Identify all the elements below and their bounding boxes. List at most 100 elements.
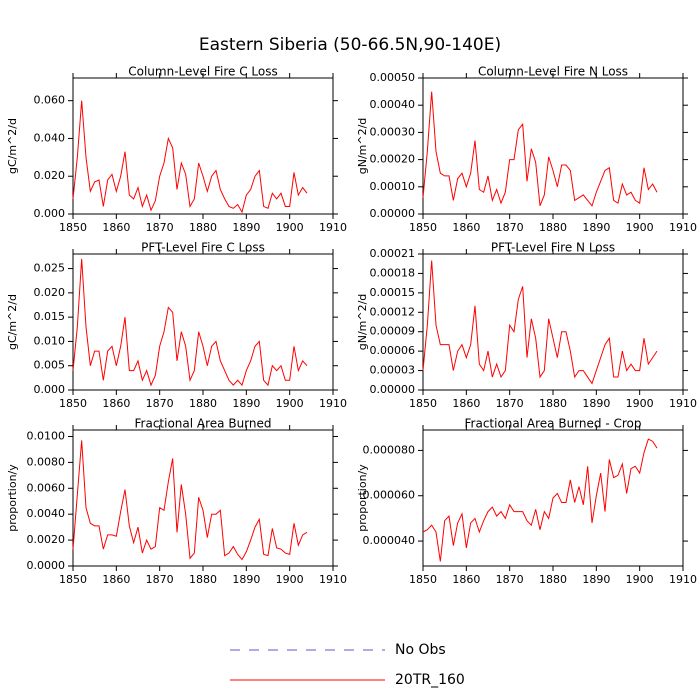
x-tick-label: 1890 [232,221,260,234]
y-tick-label: 0.040 [34,131,66,144]
legend-label: No Obs [395,642,446,658]
x-tick-label: 1880 [189,573,217,586]
y-tick-label: 0.00030 [370,125,416,138]
x-tick-label: 1860 [102,573,130,586]
x-tick-label: 1880 [189,397,217,410]
y-tick-label: 0.000060 [363,489,416,502]
x-tick-label: 1900 [276,397,304,410]
panel-title: PFT-Level Fire C Loss [141,241,265,255]
y-tick-label: 0.015 [34,310,66,323]
x-tick-label: 1900 [626,221,654,234]
y-tick-label: 0.020 [34,286,66,299]
plot-frame [422,77,684,215]
legend-label: 20TR_160 [395,672,465,688]
y-tick-label: 0.0060 [27,481,66,494]
x-tick-label: 1900 [276,573,304,586]
plot-frame [72,253,334,391]
y-axis-label: gC/m^2/d [6,294,19,350]
y-tick-label: 0.060 [34,94,66,107]
data-line [72,258,308,387]
x-tick-label: 1890 [232,397,260,410]
panel-title: Fractional Area Burned - Crop [465,417,642,431]
x-tick-label: 1870 [496,397,524,410]
x-tick-label: 1910 [319,397,347,410]
x-tick-label: 1870 [146,397,174,410]
x-tick-label: 1900 [626,573,654,586]
x-tick-label: 1890 [582,573,610,586]
y-tick-label: 0.0000 [27,559,66,572]
x-tick-label: 1870 [496,573,524,586]
x-tick-label: 1860 [452,573,480,586]
y-tick-label: 0.00000 [370,207,416,220]
x-tick-label: 1870 [146,573,174,586]
y-axis-label: gN/m^2/d [356,118,369,175]
x-tick-label: 1890 [232,573,260,586]
x-tick-label: 1910 [669,573,697,586]
y-axis-label: proportion/y [6,464,19,532]
y-tick-label: 0.005 [34,359,66,372]
x-tick-label: 1860 [452,397,480,410]
x-tick-label: 1850 [409,397,437,410]
y-tick-label: 0.00012 [370,305,416,318]
y-tick-label: 0.00020 [370,153,416,166]
x-tick-label: 1900 [626,397,654,410]
data-line [422,260,658,385]
x-tick-label: 1880 [189,221,217,234]
data-line [422,91,658,207]
y-tick-label: 0.00040 [370,98,416,111]
y-tick-label: 0.025 [34,262,66,275]
x-tick-label: 1910 [669,397,697,410]
y-tick-label: 0.000040 [363,534,416,547]
x-tick-label: 1860 [452,221,480,234]
y-axis-label: gN/m^2/d [356,294,369,351]
x-tick-label: 1900 [276,221,304,234]
y-tick-label: 0.0080 [27,455,66,468]
y-axis-label: proportion/y [356,464,369,532]
x-tick-label: 1870 [496,221,524,234]
x-tick-label: 1880 [539,573,567,586]
x-tick-label: 1910 [319,573,347,586]
y-axis-label: gC/m^2/d [6,118,19,174]
x-tick-label: 1910 [319,221,347,234]
y-tick-label: 0.00006 [370,344,416,357]
y-tick-label: 0.00010 [370,180,416,193]
y-tick-label: 0.00018 [370,266,416,279]
y-tick-label: 0.0040 [27,507,66,520]
y-tick-label: 0.000080 [363,443,416,456]
y-tick-label: 0.0100 [27,429,66,442]
y-tick-label: 0.0020 [27,533,66,546]
y-tick-label: 0.00015 [370,286,416,299]
plot-frame [422,253,684,391]
panel-title: Column-Level Fire N Loss [478,65,628,79]
y-tick-label: 0.00009 [370,325,416,338]
y-tick-label: 0.000 [34,207,66,220]
x-tick-label: 1850 [59,573,87,586]
y-tick-label: 0.010 [34,334,66,347]
plot-frame [72,77,334,215]
chart-title: Eastern Siberia (50-66.5N,90-140E) [199,35,501,55]
x-tick-label: 1890 [582,397,610,410]
plot-frame [72,429,334,567]
y-tick-label: 0.000 [34,383,66,396]
x-tick-label: 1860 [102,221,130,234]
y-tick-label: 0.00050 [370,71,416,84]
x-tick-label: 1850 [59,221,87,234]
x-tick-label: 1850 [409,221,437,234]
y-tick-label: 0.00000 [370,383,416,396]
x-tick-label: 1910 [669,221,697,234]
x-tick-label: 1880 [539,397,567,410]
x-tick-label: 1850 [409,573,437,586]
data-line [72,100,308,214]
y-tick-label: 0.00003 [370,364,416,377]
x-tick-label: 1850 [59,397,87,410]
x-tick-label: 1890 [582,221,610,234]
x-tick-label: 1860 [102,397,130,410]
panel-title: Column-Level Fire C Loss [128,65,278,79]
y-tick-label: 0.00021 [370,247,416,260]
panel-title: PFT-Level Fire N Loss [491,241,615,255]
data-line [72,440,308,561]
data-line [422,438,658,562]
y-tick-label: 0.020 [34,169,66,182]
x-tick-label: 1870 [146,221,174,234]
